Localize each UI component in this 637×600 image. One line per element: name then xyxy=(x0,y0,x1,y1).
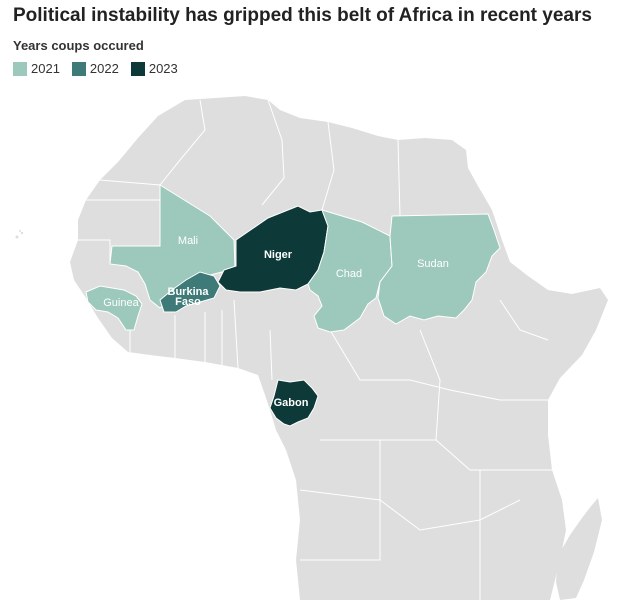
legend-swatch-2023 xyxy=(130,61,145,76)
label-chad: Chad xyxy=(336,268,362,280)
legend-title: Years coups occured xyxy=(13,38,144,53)
country-guinea[interactable] xyxy=(85,285,143,331)
label-niger: Niger xyxy=(264,249,293,261)
border-line xyxy=(233,299,239,369)
legend-swatch-2022 xyxy=(71,61,86,76)
border-line xyxy=(299,489,521,531)
island xyxy=(19,230,21,232)
country-burkina-faso[interactable] xyxy=(159,271,221,313)
label-sudan: Sudan xyxy=(417,258,449,270)
legend-label-2021: 2021 xyxy=(31,61,60,76)
label-mali: Mali xyxy=(178,235,198,247)
africa-landmass xyxy=(70,96,608,600)
legend-label-2022: 2022 xyxy=(89,61,119,76)
country-sudan[interactable] xyxy=(377,213,501,325)
border-line xyxy=(300,440,381,561)
country-borders xyxy=(78,99,552,600)
label-guinea: Guinea xyxy=(103,297,139,309)
madagascar xyxy=(556,498,602,600)
island xyxy=(20,231,24,235)
legend-item-2021: 2021 xyxy=(13,61,60,76)
legend: 2021 2022 2023 xyxy=(13,61,178,76)
border-line xyxy=(321,121,335,211)
chart-title: Political instability has gripped this b… xyxy=(13,5,592,26)
border-line xyxy=(99,179,161,186)
label-burkina-line2: Faso xyxy=(175,296,201,308)
border-line xyxy=(159,99,206,186)
border-line xyxy=(269,329,273,381)
label-gabon: Gabon xyxy=(274,397,309,409)
country-niger[interactable] xyxy=(217,205,329,293)
border-line xyxy=(499,299,549,341)
border-line xyxy=(397,139,401,217)
island xyxy=(15,235,19,239)
border-line xyxy=(78,239,111,264)
legend-swatch-2021 xyxy=(13,61,27,76)
legend-label-2023: 2023 xyxy=(148,61,178,76)
border-line xyxy=(329,329,548,401)
border-line xyxy=(261,99,285,206)
legend-item-2023: 2023 xyxy=(130,61,178,76)
legend-item-2022: 2022 xyxy=(71,61,119,76)
country-gabon[interactable] xyxy=(269,379,319,427)
label-burkina-line1: Burkina xyxy=(168,286,210,298)
